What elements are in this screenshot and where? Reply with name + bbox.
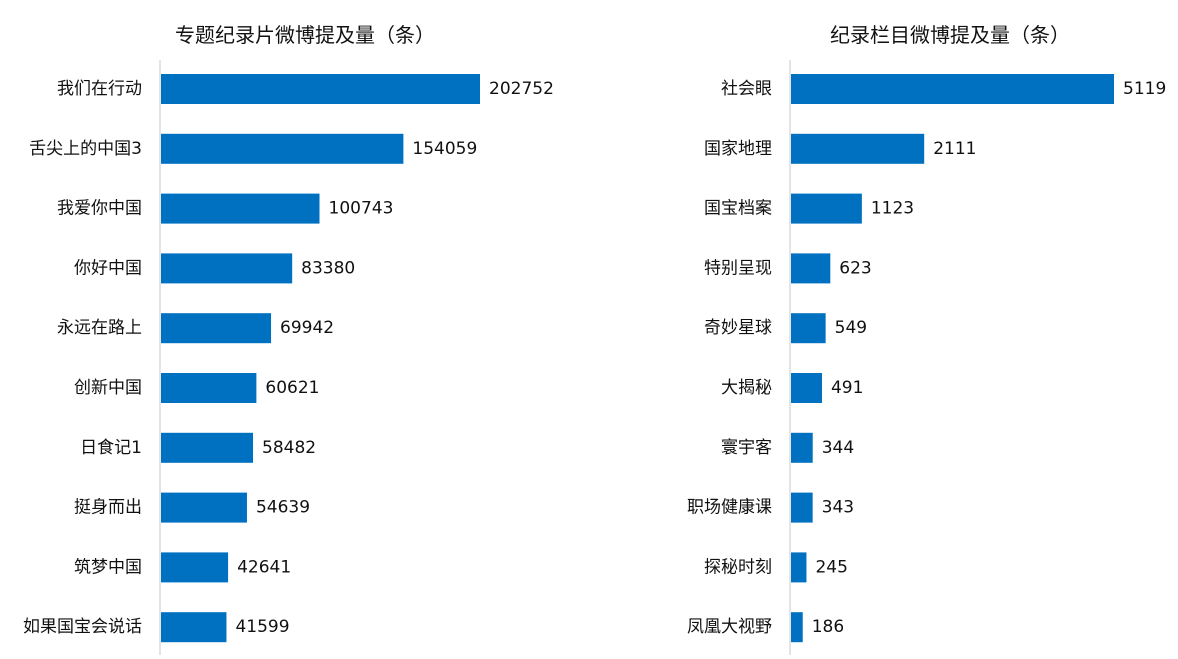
data-label: 623 — [839, 258, 871, 278]
bar — [161, 313, 272, 344]
bar — [161, 74, 480, 104]
category-label: 创新中国 — [74, 378, 142, 398]
data-label: 41599 — [235, 617, 289, 637]
bar-group: 社会眼 5119 国家地理 2111 国宝档案 1123 特别呈现 623 奇妙星球 549 大揭秘… — [687, 74, 1166, 643]
data-label: 1123 — [871, 199, 914, 219]
category-label: 社会眼 — [721, 79, 772, 99]
bar — [791, 432, 813, 463]
category-label: 日食记1 — [80, 438, 142, 458]
chart-title: 专题纪录片微博提及量（条） — [175, 23, 435, 47]
bar — [791, 373, 822, 403]
bar — [161, 193, 320, 224]
data-label: 245 — [815, 557, 847, 577]
data-label: 491 — [831, 378, 863, 398]
data-label: 83380 — [301, 258, 355, 278]
bar — [791, 552, 807, 583]
bar — [791, 133, 925, 164]
bar — [791, 313, 826, 344]
category-label: 国家地理 — [704, 139, 772, 159]
bar-group: 我们在行动 202752 舌尖上的中国3 154059 我爱你中国 100743 你好中国 8… — [23, 74, 554, 643]
data-label: 69942 — [280, 318, 334, 338]
chart-program-mentions: 纪录栏目微博提及量（条） 社会眼 5119 国家地理 2111 国宝档案 1123 特别呈现… — [687, 23, 1166, 655]
bar — [791, 492, 813, 523]
category-label: 舌尖上的中国3 — [29, 139, 142, 159]
chart-title: 纪录栏目微博提及量（条） — [830, 23, 1070, 47]
data-label: 2111 — [933, 139, 976, 159]
chart-documentary-mentions: 专题纪录片微博提及量（条） 我们在行动 202752 舌尖上的中国3 154059 我爱… — [23, 23, 554, 655]
bar — [161, 373, 257, 403]
data-label: 549 — [835, 318, 867, 338]
category-label: 我爱你中国 — [57, 199, 142, 219]
bar — [161, 612, 227, 643]
category-label: 凤凰大视野 — [687, 617, 772, 637]
category-label: 筑梦中国 — [74, 557, 142, 577]
data-label: 154059 — [412, 139, 477, 159]
data-label: 186 — [812, 617, 844, 637]
data-label: 60621 — [265, 378, 319, 398]
bar — [161, 492, 247, 523]
category-label: 寰宇客 — [721, 437, 772, 458]
bar — [791, 74, 1114, 104]
data-label: 58482 — [262, 438, 316, 458]
category-label: 如果国宝会说话 — [23, 617, 142, 637]
bar — [161, 432, 254, 463]
category-label: 特别呈现 — [704, 258, 772, 278]
category-label: 我们在行动 — [57, 79, 142, 99]
bar — [791, 612, 803, 643]
bar — [791, 253, 831, 284]
bar — [161, 552, 229, 583]
category-label: 国宝档案 — [704, 199, 772, 219]
bar — [161, 133, 404, 164]
category-label: 职场健康课 — [687, 498, 772, 518]
category-label: 探秘时刻 — [704, 557, 772, 577]
category-label: 挺身而出 — [74, 498, 142, 518]
bar — [161, 253, 293, 284]
data-label: 100743 — [329, 199, 394, 219]
category-label: 你好中国 — [74, 258, 142, 278]
bar — [791, 193, 862, 224]
data-label: 344 — [822, 438, 854, 458]
category-label: 奇妙星球 — [704, 318, 772, 338]
category-label: 大揭秘 — [721, 378, 772, 398]
data-label: 54639 — [256, 498, 310, 518]
data-label: 42641 — [237, 557, 291, 577]
category-label: 永远在路上 — [57, 318, 142, 338]
data-label: 5119 — [1123, 79, 1166, 99]
data-label: 202752 — [489, 79, 554, 99]
data-label: 343 — [822, 498, 854, 518]
